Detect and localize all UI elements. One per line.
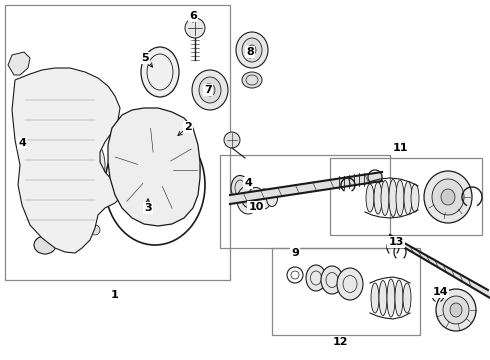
Ellipse shape [395,280,403,316]
Ellipse shape [337,268,363,300]
Ellipse shape [381,180,389,216]
Ellipse shape [242,38,262,62]
Ellipse shape [34,236,56,254]
Circle shape [113,166,121,174]
Text: 5: 5 [141,53,149,63]
Ellipse shape [371,283,379,313]
Ellipse shape [267,190,277,207]
Ellipse shape [424,171,472,223]
Polygon shape [390,235,490,298]
Circle shape [25,85,35,95]
Text: 4: 4 [18,138,26,148]
Ellipse shape [247,188,265,212]
Ellipse shape [192,70,228,110]
Circle shape [125,140,185,200]
Ellipse shape [432,179,464,215]
Text: 9: 9 [291,248,299,258]
Ellipse shape [366,184,374,212]
Circle shape [185,18,205,38]
Ellipse shape [374,182,382,214]
Circle shape [224,132,240,148]
Bar [272,248,420,335]
Circle shape [53,153,77,177]
Circle shape [170,199,178,207]
Circle shape [95,100,105,110]
Ellipse shape [237,186,259,214]
Ellipse shape [404,181,412,215]
Circle shape [170,133,178,141]
Text: 8: 8 [246,47,254,57]
Text: 3: 3 [144,203,152,213]
Circle shape [37,137,93,193]
Circle shape [242,192,258,208]
Polygon shape [230,172,382,204]
Bar [5,5,230,280]
Text: 11: 11 [392,143,408,153]
Text: 1: 1 [111,290,119,300]
Ellipse shape [441,189,455,205]
Circle shape [132,199,140,207]
Ellipse shape [389,180,397,216]
Ellipse shape [205,84,215,96]
Ellipse shape [231,175,249,201]
Ellipse shape [242,72,262,88]
Polygon shape [8,52,30,75]
Text: 13: 13 [388,237,404,247]
Circle shape [140,155,170,185]
Ellipse shape [257,189,271,209]
Text: 2: 2 [184,122,192,132]
Ellipse shape [379,280,387,315]
Polygon shape [12,68,120,253]
Polygon shape [108,108,200,226]
Bar [220,155,390,248]
Text: 14: 14 [432,287,448,297]
Ellipse shape [248,45,256,55]
Circle shape [132,133,140,141]
Ellipse shape [236,32,268,68]
Ellipse shape [443,296,469,324]
Ellipse shape [436,289,476,331]
Circle shape [35,238,45,248]
Ellipse shape [450,303,462,317]
Text: 10: 10 [248,202,264,212]
Circle shape [189,166,197,174]
Circle shape [25,125,105,205]
Ellipse shape [387,279,395,317]
Text: 7: 7 [204,85,212,95]
Ellipse shape [321,266,343,294]
Ellipse shape [403,283,411,313]
Ellipse shape [396,180,404,216]
Ellipse shape [34,218,56,232]
Bar [330,158,482,235]
Text: 4: 4 [244,178,252,188]
Ellipse shape [306,265,326,291]
Ellipse shape [411,184,419,212]
Circle shape [90,225,100,235]
Ellipse shape [141,47,179,97]
Text: 6: 6 [189,11,197,21]
Text: 12: 12 [332,337,348,347]
Ellipse shape [199,77,221,103]
